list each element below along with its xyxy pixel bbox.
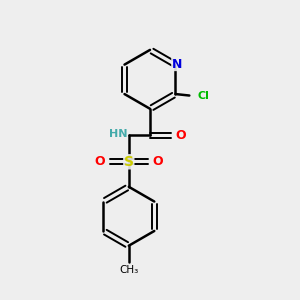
Text: HN: HN: [109, 129, 127, 139]
Text: O: O: [152, 155, 163, 168]
Text: Cl: Cl: [198, 91, 209, 100]
Text: O: O: [94, 155, 105, 168]
Text: S: S: [124, 155, 134, 169]
Text: N: N: [172, 58, 182, 70]
Text: CH₃: CH₃: [119, 266, 138, 275]
Text: O: O: [176, 129, 186, 142]
